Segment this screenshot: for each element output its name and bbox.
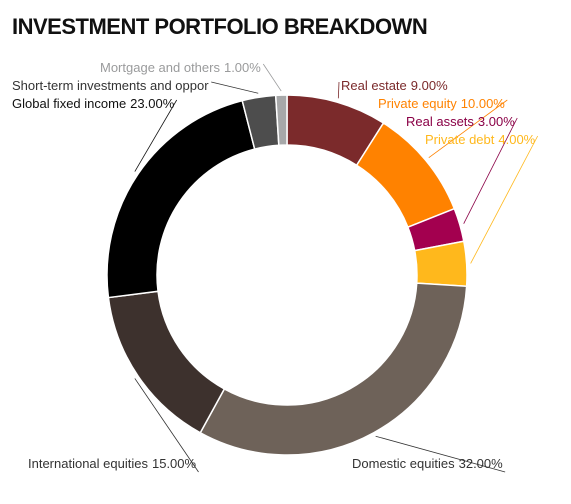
slice-category: Private equity xyxy=(378,96,457,111)
slice-value: 3.00% xyxy=(478,114,515,129)
slice-category: Mortgage and others xyxy=(100,60,220,75)
slice-label: Short-term investments and oppor xyxy=(12,78,209,93)
slice-category: Short-term investments and oppor xyxy=(12,78,209,93)
slice-label: Mortgage and others 1.00% xyxy=(100,60,261,75)
slice-label: Private equity 10.00% xyxy=(378,96,505,111)
slice-label: Domestic equities 32.00% xyxy=(352,456,503,471)
leader-line xyxy=(375,435,506,473)
slice-label: International equities 15.00% xyxy=(28,456,197,471)
slice-category: Global fixed income xyxy=(12,96,126,111)
leader-line xyxy=(428,99,508,159)
slice-value: 1.00% xyxy=(224,60,261,75)
donut-slice xyxy=(274,94,288,147)
slice-value: 9.00% xyxy=(411,78,448,93)
slice-value: 10.00% xyxy=(461,96,506,111)
slice-category: International equities xyxy=(28,456,148,471)
slice-value: 23.00% xyxy=(130,96,175,111)
slice-label: Global fixed income 23.00% xyxy=(12,96,175,111)
slice-value: 32.00% xyxy=(459,456,504,471)
donut-slice xyxy=(199,282,468,456)
donut-slice xyxy=(106,99,256,299)
slice-label: Private debt 4.00% xyxy=(425,132,536,147)
leader-line xyxy=(134,378,199,473)
slice-value: 4.00% xyxy=(498,132,535,147)
slice-value: 15.00% xyxy=(152,456,197,471)
donut-slice xyxy=(107,290,226,434)
leader-line xyxy=(463,117,518,224)
slice-category: Real estate xyxy=(341,78,407,93)
slice-category: Real assets xyxy=(406,114,474,129)
leader-line xyxy=(337,81,340,99)
slice-category: Private debt xyxy=(425,132,495,147)
slice-label: Real estate 9.00% xyxy=(341,78,448,93)
leader-line xyxy=(134,99,178,172)
slice-label: Real assets 3.00% xyxy=(406,114,515,129)
leader-line xyxy=(262,63,282,92)
slice-category: Domestic equities xyxy=(352,456,455,471)
chart-title: INVESTMENT PORTFOLIO BREAKDOWN xyxy=(12,14,427,39)
leader-line xyxy=(211,81,259,94)
leader-line xyxy=(470,135,539,264)
